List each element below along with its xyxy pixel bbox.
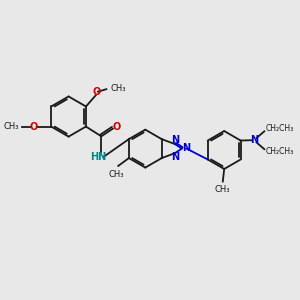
Text: O: O xyxy=(112,122,121,132)
Text: CH₃: CH₃ xyxy=(110,84,126,93)
Text: HN: HN xyxy=(90,152,106,162)
Text: N: N xyxy=(250,135,259,145)
Text: N: N xyxy=(171,135,179,145)
Text: CH₂CH₃: CH₂CH₃ xyxy=(266,124,294,133)
Text: CH₃: CH₃ xyxy=(214,185,230,194)
Text: N: N xyxy=(171,152,179,162)
Text: CH₃: CH₃ xyxy=(4,122,19,131)
Text: CH₃: CH₃ xyxy=(108,170,124,179)
Text: O: O xyxy=(30,122,38,132)
Text: O: O xyxy=(92,87,100,97)
Text: N: N xyxy=(182,143,190,153)
Text: CH₂CH₃: CH₂CH₃ xyxy=(266,148,294,157)
